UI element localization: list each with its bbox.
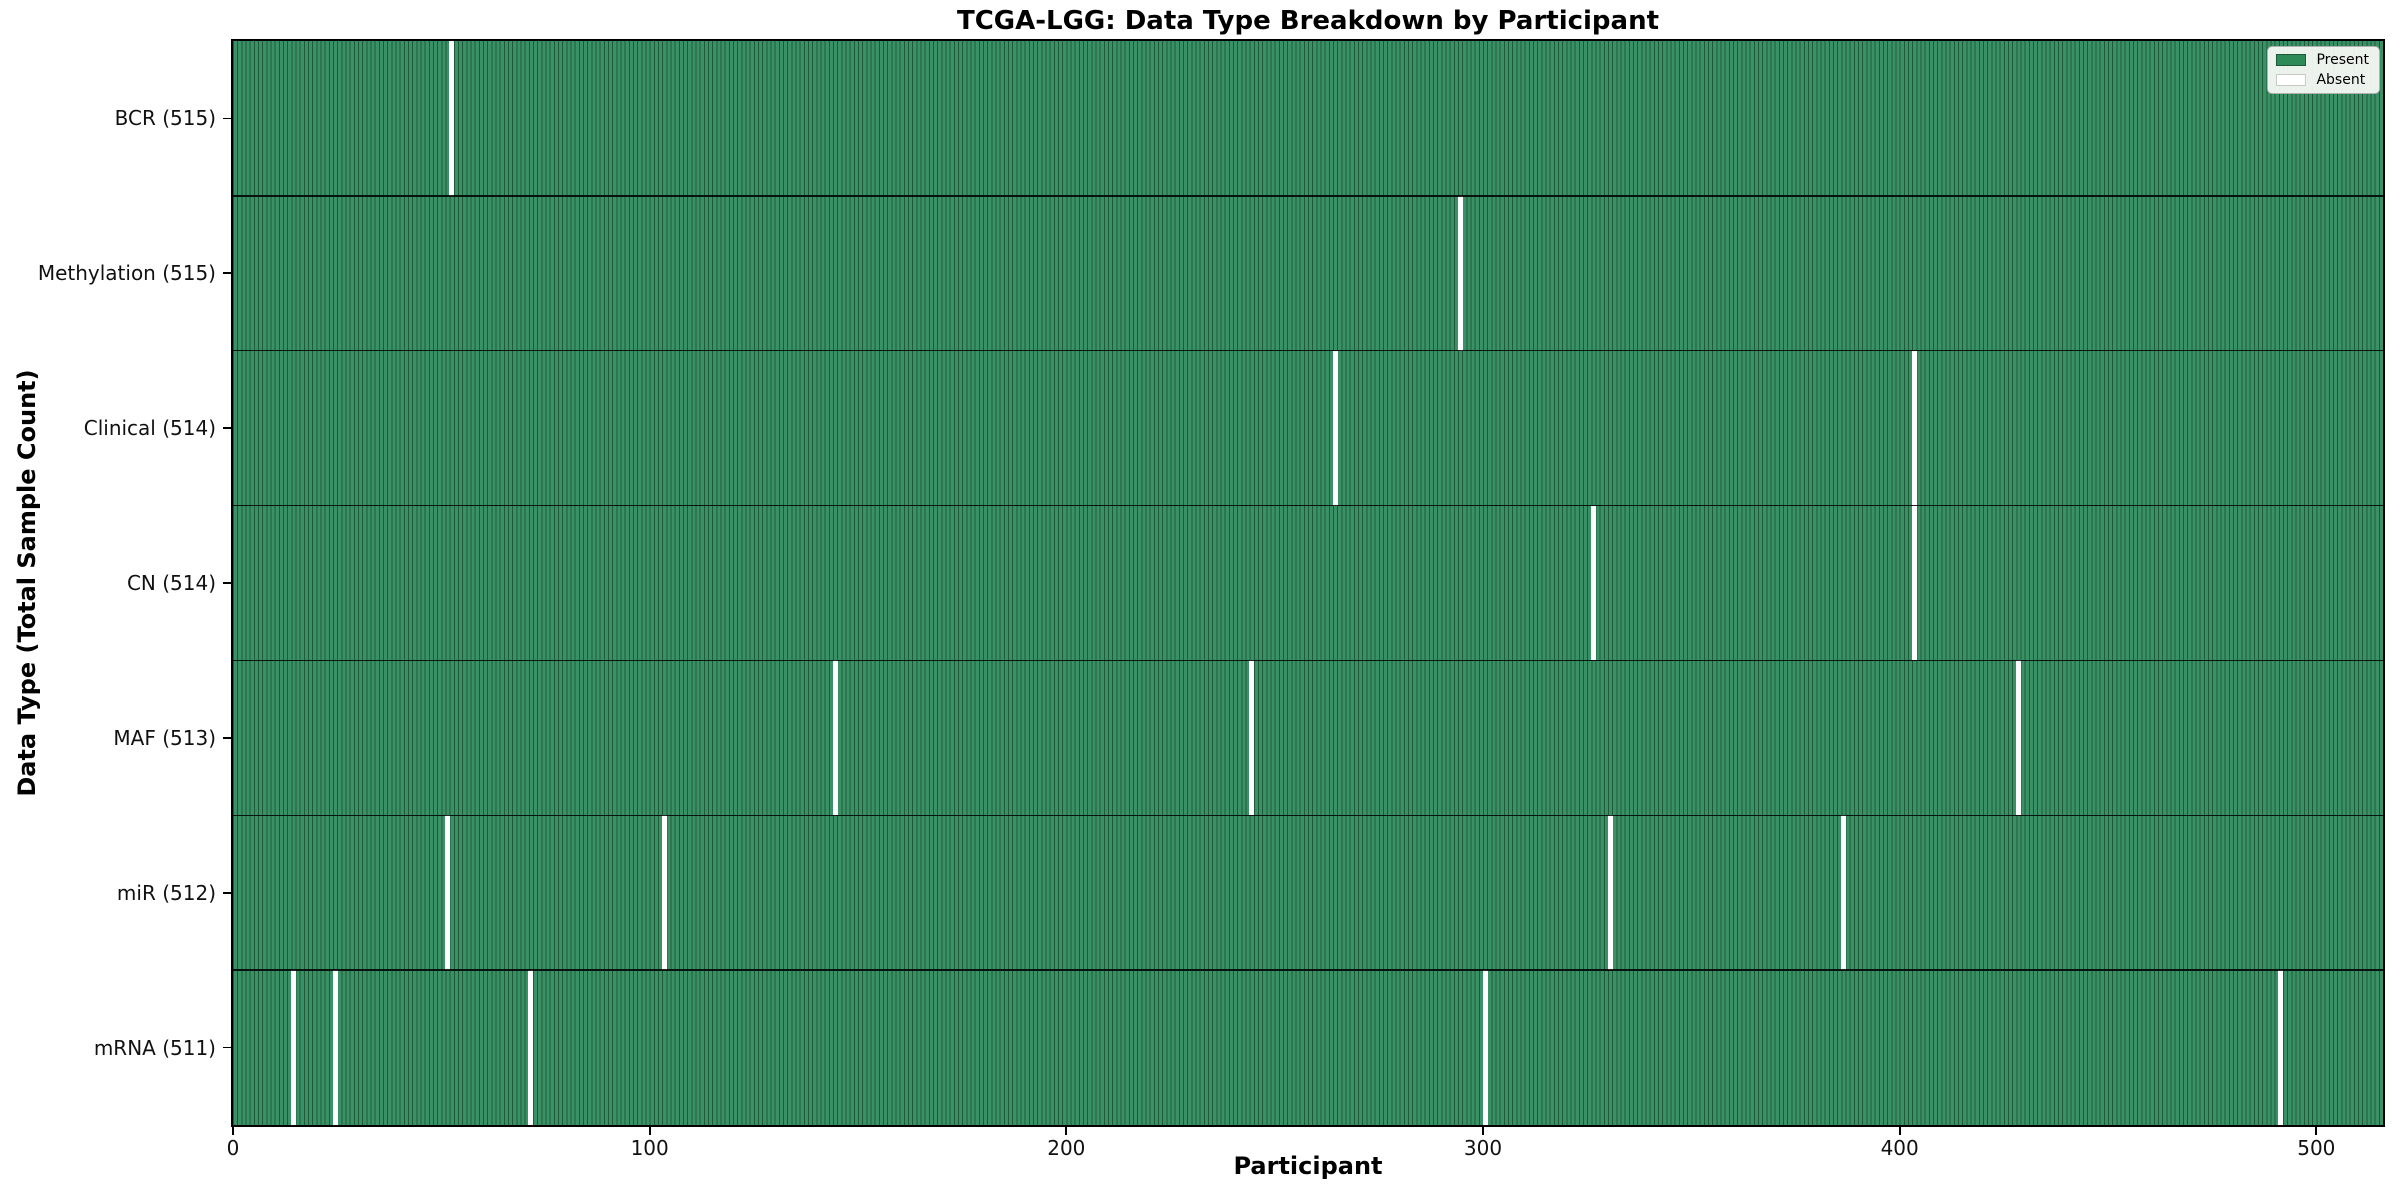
absent-gap <box>449 41 455 196</box>
ytick-mark <box>223 1046 232 1049</box>
ytick-mark <box>223 117 232 120</box>
absent-swatch-icon <box>2276 74 2307 86</box>
absent-gap <box>1249 660 1255 816</box>
xtick-label: 500 <box>2297 1136 2336 1160</box>
xtick-label: 200 <box>1047 1136 1086 1160</box>
absent-gap <box>1607 815 1613 971</box>
absent-gap <box>332 970 338 1125</box>
absent-gap <box>1590 505 1596 661</box>
xtick-label: 0 <box>226 1136 240 1160</box>
ytick-label: BCR (515) <box>114 106 216 131</box>
absent-gap <box>2278 970 2284 1125</box>
xtick-mark <box>1898 1126 1901 1135</box>
absent-gap <box>661 815 667 971</box>
ytick-label: CN (514) <box>126 571 216 595</box>
xtick-mark <box>648 1126 651 1135</box>
xtick-label: 100 <box>630 1136 669 1160</box>
xtick-mark <box>232 1126 234 1135</box>
legend-item-absent: Absent <box>2276 73 2369 87</box>
chart-title: TCGA-LGG: Data Type Breakdown by Partici… <box>956 6 1660 36</box>
row-separator <box>233 504 2383 507</box>
row-separator <box>233 659 2383 662</box>
xtick-label: 300 <box>1463 1136 1503 1160</box>
xtick-mark <box>1065 1126 1068 1135</box>
absent-gap <box>1482 970 1488 1125</box>
ytick-mark <box>223 891 232 894</box>
row-separator <box>233 969 2383 971</box>
absent-gap <box>832 660 838 816</box>
legend-label-absent: Absent <box>2316 72 2366 88</box>
row-separator <box>233 195 2383 197</box>
row-separator <box>233 814 2383 817</box>
legend-label-present: Present <box>2316 52 2369 68</box>
xtick-mark <box>2315 1126 2318 1135</box>
ytick-label: miR (512) <box>116 880 216 905</box>
xtick-mark <box>1482 1126 1484 1135</box>
legend-item-present: Present <box>2276 53 2369 67</box>
ytick-mark <box>223 427 232 430</box>
absent-gap <box>528 970 534 1125</box>
plot-area: Present Absent <box>231 39 2385 1127</box>
present-swatch-icon <box>2276 54 2307 66</box>
ytick-label: mRNA (511) <box>93 1035 216 1060</box>
ytick-mark <box>223 736 232 739</box>
xtick-label: 400 <box>1880 1136 1919 1160</box>
absent-gap <box>2015 660 2021 816</box>
absent-gap <box>1332 350 1338 506</box>
legend: Present Absent <box>2267 46 2380 94</box>
ytick-mark <box>223 582 232 584</box>
ytick-label: Clinical (514) <box>83 416 216 441</box>
x-axis-label: Participant <box>1233 1152 1383 1180</box>
ytick-mark <box>223 272 232 275</box>
absent-gap <box>290 970 296 1125</box>
ytick-label: MAF (513) <box>113 725 216 750</box>
absent-gap <box>1911 505 1917 661</box>
absent-gap <box>1840 815 1846 971</box>
ytick-label: Methylation (515) <box>37 261 216 286</box>
absent-gap <box>1457 195 1463 351</box>
absent-gap <box>445 815 451 971</box>
row-separator <box>233 349 2383 352</box>
absent-gap <box>1911 350 1917 506</box>
